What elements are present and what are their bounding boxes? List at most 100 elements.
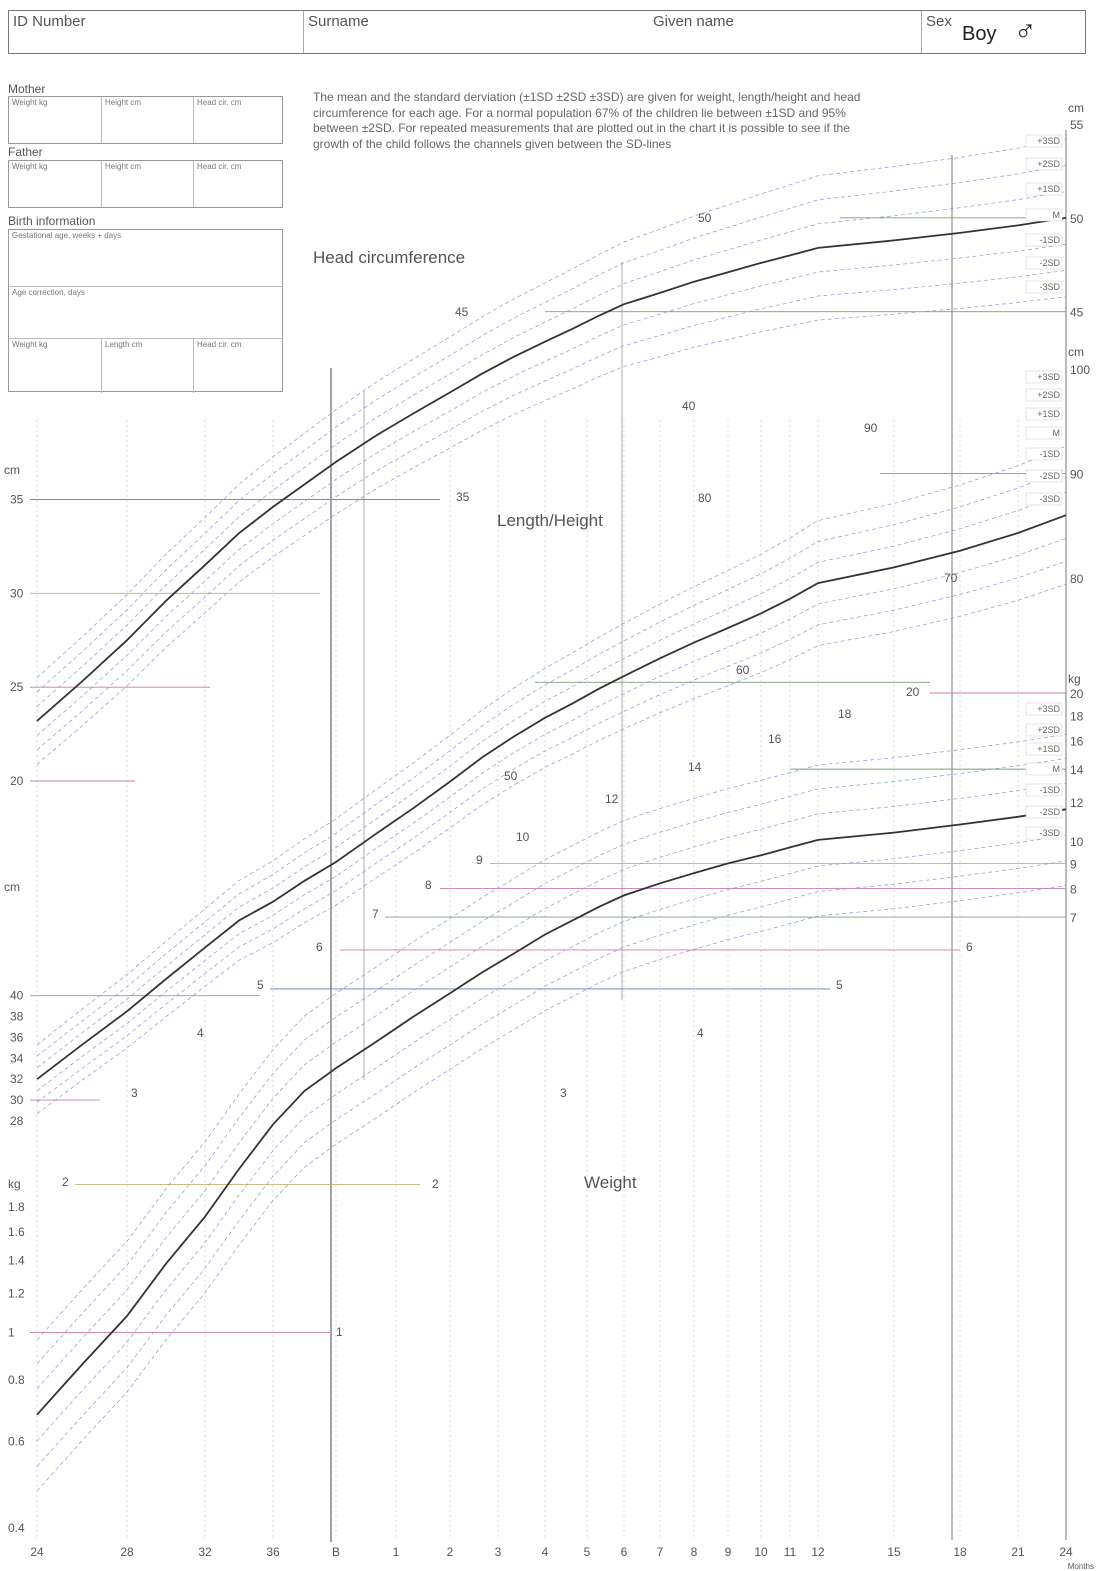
x-tick-label: 36 (266, 1545, 280, 1559)
father-head-label: Head cir. cm (197, 162, 242, 171)
head-inner-label: 45 (455, 305, 469, 319)
sex-value: Boy (962, 23, 997, 45)
length-median-curve (36, 514, 1067, 1080)
gestational-age-label: Gestational age, weeks + days (12, 231, 122, 240)
weight-sd-label-box (1025, 762, 1063, 776)
head-sd-label-box (1025, 280, 1063, 294)
weight-right-tick-label: 14 (1070, 763, 1084, 777)
weight-left-tick-label: 1 (8, 1325, 15, 1339)
length-left-tick-label: 38 (10, 1010, 24, 1024)
head-inner-label: 40 (682, 399, 696, 413)
x-tick-label: 12 (811, 1545, 825, 1559)
length-left-unit-label: cm (4, 880, 20, 894)
birth-length-label: Length cm (105, 340, 143, 349)
length-sd-label-box (1025, 388, 1063, 402)
weight-inner-label: 6 (966, 940, 973, 954)
length-sd-label-box (1025, 407, 1063, 421)
weight-median-curve (36, 808, 1067, 1416)
father-weight-field[interactable]: Weight kg (9, 161, 101, 207)
length-sd-label-box (1025, 469, 1063, 483)
weight-right-tick-label: 9 (1070, 857, 1077, 871)
x-tick-label: 32 (198, 1545, 212, 1559)
weight-inner-label: 4 (697, 1026, 704, 1040)
length-sd-curve (36, 560, 1067, 1103)
weight-sd-curve (36, 757, 1067, 1364)
birth-measure-row: Weight kg Length cm Head cir. cm (9, 338, 282, 393)
head-right-unit-label: cm (1068, 101, 1084, 115)
length-sd-curve (36, 491, 1067, 1068)
weight-right-tick-label: 7 (1070, 911, 1077, 925)
length-right-tick-label: 80 (1070, 572, 1084, 586)
weight-inner-label: 3 (560, 1086, 567, 1100)
birth-weight-field[interactable]: Weight kg (9, 339, 101, 393)
weight-right-tick-label: 8 (1070, 883, 1077, 897)
weight-inner-label: 2 (62, 1175, 69, 1189)
weight-left-tick-label: 1.2 (8, 1287, 25, 1301)
head-inner-label: 35 (456, 490, 470, 504)
surname-label: Surname (308, 13, 369, 30)
mother-height-field[interactable]: Height cm (101, 97, 193, 143)
mother-weight-field[interactable]: Weight kg (9, 97, 101, 143)
head-sd-label: -1SD (1039, 235, 1060, 245)
weight-left-tick-label: 1.8 (8, 1200, 25, 1214)
weight-inner-label: 9 (476, 853, 483, 867)
length-right-unit-label: cm (1068, 345, 1084, 359)
weight-left-tick-label: 0.8 (8, 1373, 25, 1387)
gestational-age-field[interactable]: Gestational age, weeks + days (9, 230, 282, 286)
length-sd-label: -3SD (1039, 494, 1060, 504)
length-sd-curve (36, 445, 1067, 1046)
birth-head-field[interactable]: Head cir. cm (193, 339, 284, 393)
father-height-field[interactable]: Height cm (101, 161, 193, 207)
head-sd-label-box (1025, 256, 1063, 270)
length-inner-label: 60 (736, 663, 750, 677)
birth-title: Birth information (8, 214, 96, 228)
x-tick-label: 24 (30, 1545, 44, 1559)
weight-right-tick-label: 10 (1070, 835, 1084, 849)
id-number-label: ID Number (13, 13, 86, 30)
x-unit-label: Months (1068, 1562, 1094, 1571)
length-inner-label: 50 (504, 769, 518, 783)
head-sd-label: +1SD (1037, 184, 1060, 194)
head-right-tick-label: 50 (1070, 212, 1084, 226)
weight-sd-label-box (1025, 702, 1063, 716)
length-sd-label: M (1053, 428, 1061, 438)
weight-sd-label: +2SD (1037, 725, 1060, 735)
given-name-field[interactable]: Given name (643, 11, 921, 53)
x-tick-label: 9 (725, 1545, 732, 1559)
length-left-tick-label: 30 (10, 1093, 24, 1107)
birth-weight-label: Weight kg (12, 340, 48, 349)
x-tick-label: 28 (120, 1545, 134, 1559)
weight-sd-label: +1SD (1037, 744, 1060, 754)
weight-right-unit-label: kg (1068, 672, 1081, 686)
id-number-field[interactable]: ID Number (9, 11, 303, 53)
birth-head-label: Head cir. cm (197, 340, 242, 349)
sex-field[interactable]: Sex Boy ♂ (921, 11, 1087, 53)
weight-sd-label-box (1025, 826, 1063, 840)
weight-inner-label: 5 (836, 978, 843, 992)
weight-title: Weight (584, 1173, 637, 1192)
head-left-tick-label: 30 (10, 586, 24, 600)
mother-panel: Weight kg Height cm Head cir. cm (8, 96, 283, 144)
head-circumference-title: Head circumference (313, 248, 466, 267)
head-sd-curve (36, 270, 1067, 751)
length-right-tick-label: 90 (1070, 467, 1084, 481)
head-sd-label: -3SD (1039, 282, 1060, 292)
father-weight-label: Weight kg (12, 162, 48, 171)
weight-sd-label: -3SD (1039, 828, 1060, 838)
weight-left-tick-label: 0.4 (8, 1521, 25, 1535)
x-tick-label: 5 (584, 1545, 591, 1559)
sex-label: Sex (926, 13, 952, 30)
surname-field[interactable]: Surname (303, 11, 643, 53)
birth-length-field[interactable]: Length cm (101, 339, 193, 393)
weight-left-tick-label: 0.6 (8, 1434, 25, 1448)
mother-head-field[interactable]: Head cir. cm (193, 97, 284, 143)
age-correction-field[interactable]: Age correction, days (9, 286, 282, 338)
length-sd-label-box (1025, 492, 1063, 506)
length-sd-label: +1SD (1037, 409, 1060, 419)
father-head-field[interactable]: Head cir. cm (193, 161, 284, 207)
length-sd-label-box (1025, 370, 1063, 384)
x-tick-label: 2 (447, 1545, 454, 1559)
weight-sd-curve (36, 782, 1067, 1389)
weight-right-tick-label: 20 (1070, 687, 1084, 701)
weight-sd-label: -2SD (1039, 807, 1060, 817)
